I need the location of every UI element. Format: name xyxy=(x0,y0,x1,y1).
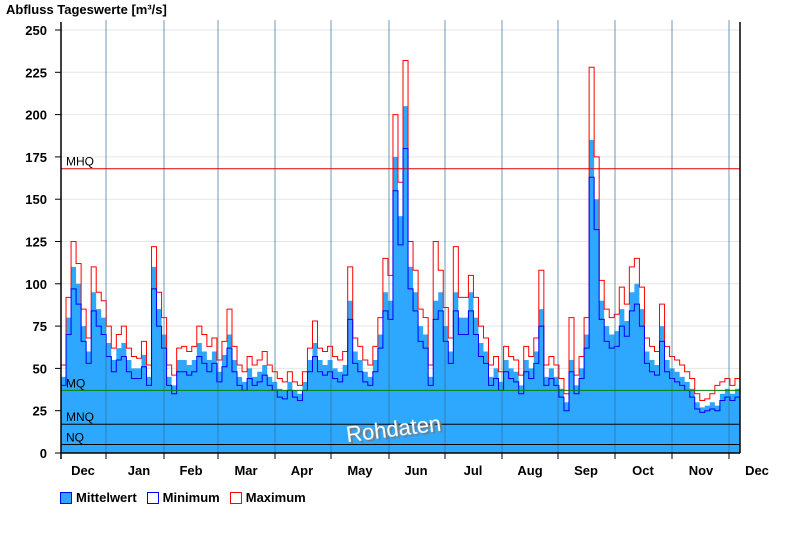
x-month-label: Jun xyxy=(404,463,427,478)
legend-item-maximum[interactable]: Maximum xyxy=(229,490,306,505)
series-minimum-line xyxy=(61,147,741,413)
x-month-label: Oct xyxy=(632,463,654,478)
x-month-label: Apr xyxy=(291,463,313,478)
y-tick-label: 125 xyxy=(25,235,47,250)
x-month-label: Jan xyxy=(128,463,150,478)
x-month-label: Dec xyxy=(71,463,95,478)
y-tick-label: 75 xyxy=(33,319,47,334)
legend-swatch-maximum xyxy=(229,491,242,504)
x-month-label: Mar xyxy=(234,463,257,478)
legend: Mittelwert Minimum Maximum xyxy=(60,490,306,505)
x-month-label: Aug xyxy=(517,463,542,478)
y-tick-label: 250 xyxy=(25,23,47,38)
chart-title: Abfluss Tageswerte [m³/s] xyxy=(6,2,167,17)
legend-swatch-minimum xyxy=(146,491,159,504)
series-maximum-line xyxy=(61,59,741,402)
series-mean-area xyxy=(61,106,740,453)
x-month-label: Nov xyxy=(689,463,714,478)
legend-item-minimum[interactable]: Minimum xyxy=(146,490,220,505)
y-tick-label: 100 xyxy=(25,277,47,292)
legend-label-minimum: Minimum xyxy=(162,490,220,505)
y-tick-label: 50 xyxy=(33,361,47,376)
legend-item-mean[interactable]: Mittelwert xyxy=(60,490,137,505)
y-tick-label: 0 xyxy=(40,446,47,461)
x-month-label: Sep xyxy=(574,463,598,478)
reference-label-mhq: MHQ xyxy=(66,155,94,169)
x-month-label: Dec xyxy=(745,463,769,478)
y-tick-label: 25 xyxy=(33,404,47,419)
reference-label-mnq: MNQ xyxy=(66,410,94,424)
legend-label-mean: Mittelwert xyxy=(76,490,137,505)
reference-label-mq: MQ xyxy=(66,376,85,390)
y-tick-label: 225 xyxy=(25,65,47,80)
legend-label-maximum: Maximum xyxy=(245,490,306,505)
x-month-label: May xyxy=(347,463,373,478)
x-month-label: Jul xyxy=(464,463,483,478)
reference-label-nq: NQ xyxy=(66,431,84,445)
y-tick-label: 150 xyxy=(25,192,47,207)
x-month-label: Feb xyxy=(179,463,202,478)
legend-swatch-mean xyxy=(60,491,72,504)
y-tick-label: 200 xyxy=(25,108,47,123)
y-tick-label: 175 xyxy=(25,150,47,165)
